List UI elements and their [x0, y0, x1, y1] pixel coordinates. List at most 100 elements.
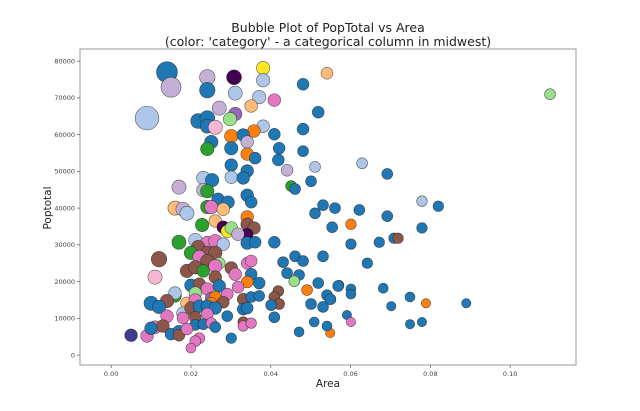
bubble-point: [171, 179, 187, 195]
bubble-point: [416, 195, 428, 207]
chart-subtitle: (color: 'category' - a categorical colum…: [165, 34, 491, 49]
bubble-point: [405, 319, 415, 330]
bubble-point: [404, 291, 416, 303]
bubble-point: [176, 311, 190, 325]
bubble-point: [329, 202, 341, 214]
bubble-point: [224, 158, 238, 172]
bubble-point: [317, 301, 329, 313]
bubble-point: [268, 236, 281, 249]
bubble-point: [160, 76, 182, 98]
bubble-point: [231, 227, 245, 241]
bubble-point: [236, 171, 250, 185]
bubble-point: [296, 122, 310, 136]
bubble-point: [544, 88, 556, 100]
bubble-point: [180, 322, 194, 336]
bubble-point: [308, 316, 320, 328]
bubble-point: [326, 221, 338, 233]
bubble-point: [332, 280, 344, 292]
bubble-point: [252, 90, 267, 105]
x-tick-label: 0.08: [423, 370, 437, 378]
bubble-point: [373, 236, 385, 248]
x-tick-label: 0.00: [104, 370, 118, 378]
y-tick-label: 10000: [54, 315, 75, 323]
bubble-point: [253, 290, 265, 302]
bubble-point: [272, 141, 286, 155]
bubble-point: [209, 321, 222, 333]
bubble-point: [244, 99, 258, 113]
y-tick-label: 60000: [54, 131, 75, 139]
bubble-point: [296, 78, 310, 91]
bubble-point: [280, 164, 294, 177]
bubble-point: [196, 264, 210, 278]
bubble-point: [321, 320, 333, 332]
bubble-point: [195, 217, 210, 233]
bubble-point: [200, 141, 215, 156]
bubble-point: [268, 128, 281, 141]
bubble-point: [244, 196, 258, 209]
bubble-point: [224, 170, 238, 184]
bubble-point: [281, 267, 293, 279]
bubble-point: [297, 255, 309, 267]
bubble-point: [231, 280, 245, 294]
bubble-point: [207, 119, 223, 135]
y-axis-label: Poptotal: [42, 186, 54, 229]
bubble-point: [185, 342, 197, 354]
bubble-point: [256, 61, 271, 76]
bubble-point: [216, 237, 230, 251]
bubble-point: [256, 73, 271, 88]
bubble-point: [171, 234, 187, 250]
bubble-point: [199, 82, 216, 99]
chart-title: Bubble Plot of PopTotal vs Area: [231, 20, 425, 35]
x-tick-label: 0.06: [343, 370, 357, 378]
bubble-point: [309, 207, 321, 220]
bubble-point: [320, 67, 334, 80]
bubble-point: [134, 105, 160, 131]
bubble-point: [224, 141, 239, 156]
y-tick-label: 30000: [54, 241, 75, 249]
bubble-point: [293, 326, 305, 338]
x-axis: 0.00 0.02 0.04 0.06 0.08 0.10: [104, 365, 517, 378]
bubble-point: [345, 317, 356, 327]
bubble-point: [353, 204, 366, 216]
bubble-point: [272, 153, 285, 167]
y-tick-label: 80000: [54, 57, 75, 65]
y-axis: 0 10000 20000 30000 40000 50000 60000 70000 8000…: [54, 57, 80, 359]
bubble-point: [147, 269, 163, 285]
y-tick-label: 0: [71, 351, 75, 359]
x-tick-label: 0.02: [184, 370, 198, 378]
bubble-point: [386, 301, 397, 312]
bubble-point: [227, 85, 243, 101]
x-tick-label: 0.10: [503, 370, 517, 378]
bubble-point: [152, 299, 167, 314]
bubble-point: [216, 202, 230, 216]
bubble-point: [461, 298, 472, 309]
bubble-point: [124, 328, 138, 342]
bubble-point: [356, 157, 368, 170]
bubble-point: [309, 161, 321, 173]
bubble-point: [416, 222, 428, 234]
bubble-point: [288, 275, 301, 288]
x-axis-label: Area: [316, 378, 340, 390]
bubble-point: [312, 105, 325, 119]
bubble-point: [420, 298, 431, 309]
bubble-point: [301, 284, 313, 296]
bubble-point: [312, 277, 325, 289]
bubble-point: [377, 282, 389, 294]
y-tick-label: 70000: [54, 94, 75, 102]
bubble-point: [345, 288, 357, 300]
bubble-point: [225, 332, 237, 344]
bubble-point: [200, 184, 215, 199]
bubble-point: [248, 236, 262, 249]
bubble-point: [226, 69, 242, 86]
bubble-point: [324, 293, 336, 306]
bubble-point: [345, 238, 357, 250]
bubble-point: [144, 321, 158, 335]
bubble-point: [277, 256, 289, 268]
bubble-point: [267, 93, 281, 107]
bubble-point: [432, 200, 444, 212]
bubble-point: [252, 276, 266, 290]
bubble-point: [381, 168, 394, 180]
bubble-point: [224, 129, 239, 144]
